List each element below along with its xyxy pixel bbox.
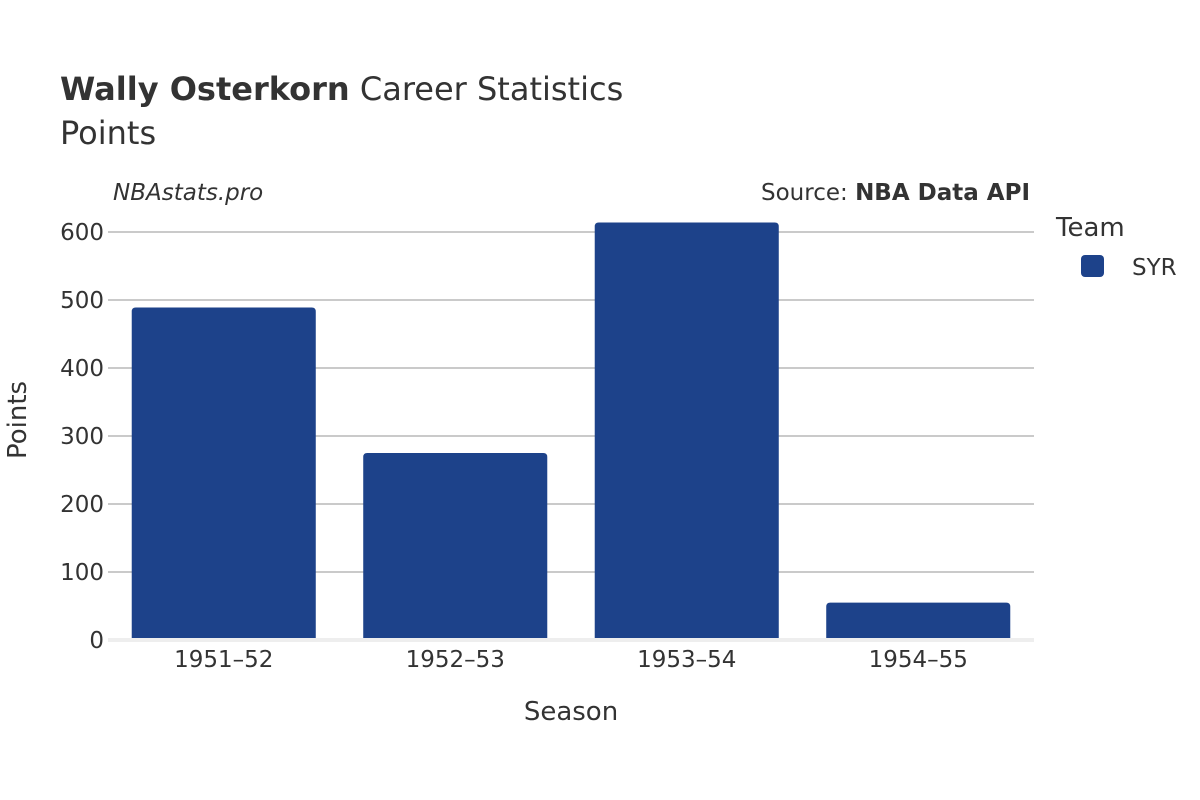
- chart-subtitle: Points: [60, 114, 156, 152]
- y-tick-label: 200: [60, 492, 104, 518]
- y-tick-label: 600: [60, 220, 104, 246]
- source-note: Source: NBA Data API: [761, 180, 1030, 206]
- bars: [131, 222, 1011, 641]
- y-axis-title: Points: [3, 381, 33, 459]
- player-name: Wally Osterkorn: [60, 70, 350, 108]
- legend-swatch: [1081, 255, 1104, 277]
- y-tick-label: 300: [60, 424, 104, 450]
- y-tick-label: 500: [60, 288, 104, 314]
- chart-title: Wally Osterkorn Career Statistics: [60, 70, 623, 108]
- y-tick-label: 100: [60, 560, 104, 586]
- x-tick-label: 1954–55: [869, 647, 968, 673]
- source-name: NBA Data API: [855, 180, 1030, 206]
- x-tick-label: 1952–53: [406, 647, 505, 673]
- bar-1954–55: [826, 602, 1011, 640]
- bar-1951–52: [131, 307, 316, 640]
- x-axis-ticks: 1951–52 1952–53 1953–54 1954–55: [174, 647, 968, 673]
- legend: Team SYR: [1055, 213, 1177, 281]
- x-tick-label: 1953–54: [637, 647, 736, 673]
- y-axis-ticks: 0 100 200 300 400 500 600: [60, 220, 104, 654]
- y-tick-label: 0: [89, 628, 104, 654]
- legend-title: Team: [1055, 213, 1125, 243]
- bar-1953–54: [594, 222, 779, 641]
- x-tick-label: 1951–52: [174, 647, 273, 673]
- legend-label: SYR: [1132, 255, 1177, 281]
- x-axis-title: Season: [524, 697, 618, 727]
- title-rest: Career Statistics: [350, 70, 624, 108]
- legend-items: SYR: [1081, 255, 1177, 281]
- bar-1952–53: [363, 453, 548, 640]
- site-watermark: NBAstats.pro: [113, 180, 263, 206]
- y-tick-label: 400: [60, 356, 104, 382]
- source-prefix: Source:: [761, 180, 855, 206]
